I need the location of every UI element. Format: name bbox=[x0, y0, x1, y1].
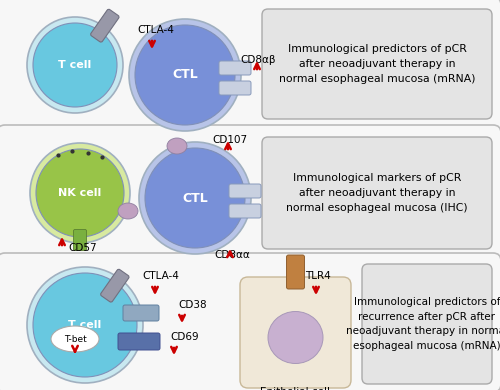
Text: NK cell: NK cell bbox=[58, 188, 102, 198]
Text: CD8αα: CD8αα bbox=[214, 250, 250, 260]
Text: T-bet: T-bet bbox=[64, 335, 86, 344]
Text: CTLA-4: CTLA-4 bbox=[142, 271, 179, 281]
Text: T cell: T cell bbox=[68, 320, 102, 330]
Text: Epithelial cell: Epithelial cell bbox=[260, 387, 330, 390]
Ellipse shape bbox=[118, 203, 138, 219]
Text: CD57: CD57 bbox=[68, 243, 96, 253]
Ellipse shape bbox=[139, 142, 251, 254]
FancyBboxPatch shape bbox=[219, 61, 251, 75]
FancyBboxPatch shape bbox=[123, 305, 159, 321]
Text: T cell: T cell bbox=[58, 60, 92, 70]
Text: CD69: CD69 bbox=[170, 332, 198, 342]
FancyBboxPatch shape bbox=[229, 204, 261, 218]
FancyBboxPatch shape bbox=[240, 277, 351, 388]
FancyBboxPatch shape bbox=[362, 264, 492, 384]
FancyBboxPatch shape bbox=[90, 9, 119, 42]
FancyBboxPatch shape bbox=[262, 9, 492, 119]
Text: Immunological markers of pCR
after neoadjuvant therapy in
normal esophageal muco: Immunological markers of pCR after neoad… bbox=[286, 173, 468, 213]
Ellipse shape bbox=[33, 273, 137, 377]
Ellipse shape bbox=[27, 267, 143, 383]
Text: CTLA-4: CTLA-4 bbox=[137, 25, 174, 35]
Text: Immunological predictors of
recurrence after pCR after
neoadjuvant therapy in no: Immunological predictors of recurrence a… bbox=[346, 298, 500, 351]
FancyBboxPatch shape bbox=[118, 333, 160, 350]
FancyBboxPatch shape bbox=[74, 229, 86, 250]
FancyBboxPatch shape bbox=[0, 0, 500, 133]
Text: CD107: CD107 bbox=[212, 135, 247, 145]
FancyBboxPatch shape bbox=[0, 125, 500, 261]
Ellipse shape bbox=[51, 326, 99, 352]
Text: CTL: CTL bbox=[182, 191, 208, 204]
Ellipse shape bbox=[30, 143, 130, 243]
FancyBboxPatch shape bbox=[219, 81, 251, 95]
FancyBboxPatch shape bbox=[262, 137, 492, 249]
Text: CD8αβ: CD8αβ bbox=[240, 55, 276, 65]
Text: Immunological predictors of pCR
after neoadjuvant therapy in
normal esophageal m: Immunological predictors of pCR after ne… bbox=[279, 44, 475, 84]
Ellipse shape bbox=[268, 312, 323, 363]
FancyBboxPatch shape bbox=[100, 269, 129, 302]
Text: TLR4: TLR4 bbox=[305, 271, 331, 281]
Ellipse shape bbox=[135, 25, 235, 125]
Text: CD38: CD38 bbox=[178, 300, 206, 310]
Ellipse shape bbox=[27, 17, 123, 113]
Ellipse shape bbox=[167, 138, 187, 154]
Ellipse shape bbox=[36, 149, 124, 237]
FancyBboxPatch shape bbox=[286, 255, 304, 289]
FancyBboxPatch shape bbox=[229, 184, 261, 198]
Ellipse shape bbox=[33, 23, 117, 107]
Ellipse shape bbox=[129, 19, 241, 131]
Text: CTL: CTL bbox=[172, 69, 198, 82]
FancyBboxPatch shape bbox=[0, 253, 500, 390]
Ellipse shape bbox=[145, 148, 245, 248]
